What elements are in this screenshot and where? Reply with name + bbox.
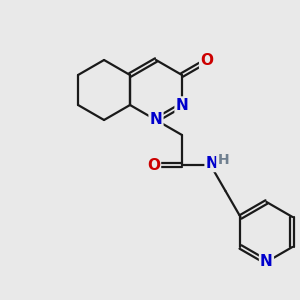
Text: N: N xyxy=(150,112,162,128)
Text: O: O xyxy=(147,158,160,172)
Text: O: O xyxy=(200,53,213,68)
Text: N: N xyxy=(260,254,273,269)
Text: N: N xyxy=(176,98,188,112)
Text: N: N xyxy=(206,156,218,171)
Text: H: H xyxy=(217,154,229,167)
